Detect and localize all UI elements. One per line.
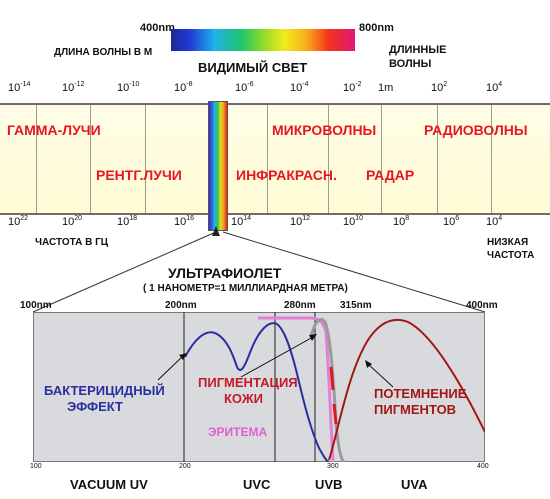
- frequency-axis-label: ЧАСТОТА В ГЦ: [35, 237, 109, 248]
- nm-800-label: 800nm: [359, 22, 394, 34]
- wavelength-tick: 10-2: [343, 81, 362, 94]
- wavelength-tick: 10-6: [235, 81, 254, 94]
- mark-100nm: 100nm: [20, 300, 52, 311]
- wavelength-tick: 10-8: [174, 81, 193, 94]
- low-frequency-line1: НИЗКАЯ: [487, 237, 529, 248]
- mark-315nm: 315nm: [340, 300, 372, 311]
- band-divider: [267, 105, 268, 213]
- em-spectrum-band: [0, 103, 550, 215]
- wavelength-tick: 104: [486, 81, 503, 94]
- axis-tick-200: 200: [179, 463, 191, 470]
- pigmentation-accent: [329, 366, 338, 425]
- band-divider: [36, 105, 37, 213]
- erythema-label: ЭРИТЕМА: [208, 425, 268, 439]
- band-xray: РЕНТГ.ЛУЧИ: [96, 167, 182, 183]
- band-divider: [437, 105, 438, 213]
- mark-280nm: 280nm: [284, 300, 316, 311]
- bactericidal-curve: [184, 322, 330, 462]
- frequency-tick: 104: [486, 215, 503, 228]
- axis-tick-100: 100: [30, 463, 42, 470]
- band-divider: [145, 105, 146, 213]
- darkening-arrow: [367, 363, 394, 388]
- mark-200nm: 200nm: [165, 300, 197, 311]
- frequency-tick: 106: [443, 215, 460, 228]
- frequency-tick: 1010: [343, 215, 364, 228]
- frequency-tick: 1018: [117, 215, 138, 228]
- wavelength-tick: 10-4: [290, 81, 309, 94]
- arrow-head-icon: [365, 360, 372, 368]
- band-infrared: ИНФРАКРАСН.: [236, 167, 337, 183]
- pigmentation-line2: КОЖИ: [224, 391, 263, 406]
- visible-light-label: ВИДИМЫЙ СВЕТ: [198, 60, 308, 75]
- frequency-tick: 1016: [174, 215, 195, 228]
- nm-400-label: 400nm: [140, 22, 175, 34]
- axis-tick-300: 300: [327, 463, 339, 470]
- region-uvc: UVC: [243, 477, 271, 492]
- darkening-curve: [328, 318, 485, 461]
- wavelength-tick: 1m: [378, 82, 394, 94]
- band-radar: РАДАР: [366, 167, 415, 183]
- darkening-line1: ПОТЕМНЕНИЕ: [374, 386, 467, 401]
- zoom-line-left: [32, 231, 217, 313]
- zoom-arrow-icon: [212, 226, 220, 236]
- band-divider: [491, 105, 492, 213]
- bactericidal-arrow: [157, 355, 184, 381]
- frequency-tick: 1012: [290, 215, 311, 228]
- uv-title: УЛЬТРАФИОЛЕТ: [168, 265, 282, 281]
- band-gamma: ГАММА-ЛУЧИ: [7, 122, 101, 138]
- pigmentation-arrow: [240, 336, 314, 378]
- frequency-tick: 1022: [8, 215, 29, 228]
- bactericidal-line2: ЭФФЕКТ: [67, 399, 123, 414]
- wavelength-axis-label: ДЛИНА ВОЛНЫ В М: [54, 47, 153, 58]
- low-frequency-line2: ЧАСТОТА: [487, 250, 535, 261]
- wavelength-tick: 10-10: [117, 81, 140, 94]
- band-divider: [381, 105, 382, 213]
- wavelength-tick: 102: [431, 81, 448, 94]
- frequency-tick: 1014: [231, 215, 252, 228]
- region-vacuum-uv: VACUUM UV: [70, 477, 148, 492]
- frequency-tick: 108: [393, 215, 410, 228]
- pigmentation-curve: [309, 317, 346, 462]
- region-uvb: UVB: [315, 477, 343, 492]
- uv-curves: [157, 312, 485, 462]
- bactericidal-line1: БАКТЕРИЦИДНЫЙ: [44, 383, 165, 398]
- band-divider: [328, 105, 329, 213]
- mark-400nm: 400nm: [466, 300, 498, 311]
- axis-tick-400: 400: [477, 463, 489, 470]
- arrow-head-icon: [309, 334, 317, 341]
- visible-spectrum-bar: [171, 29, 355, 51]
- uv-subtitle: ( 1 НАНОМЕТР=1 МИЛЛИАРДНАЯ МЕТРА): [143, 283, 348, 294]
- frequency-tick: 1020: [62, 215, 83, 228]
- arrow-head-icon: [179, 353, 187, 360]
- uv-plot-area: [33, 312, 485, 462]
- long-waves-line2: ВОЛНЫ: [389, 58, 432, 70]
- long-waves-line1: ДЛИННЫЕ: [389, 44, 447, 56]
- wavelength-tick: 10-12: [62, 81, 85, 94]
- wavelength-tick: 10-14: [8, 81, 31, 94]
- band-radiowaves: РАДИОВОЛНЫ: [424, 122, 528, 138]
- zoom-line-right: [222, 231, 486, 313]
- erythema-curve: [258, 316, 335, 462]
- pigmentation-line1: ПИГМЕНТАЦИЯ: [198, 375, 298, 390]
- darkening-line2: ПИГМЕНТОВ: [374, 402, 457, 417]
- region-uva: UVA: [401, 477, 428, 492]
- visible-band-strip: [208, 101, 228, 231]
- band-microwaves: МИКРОВОЛНЫ: [272, 122, 377, 138]
- band-divider: [90, 105, 91, 213]
